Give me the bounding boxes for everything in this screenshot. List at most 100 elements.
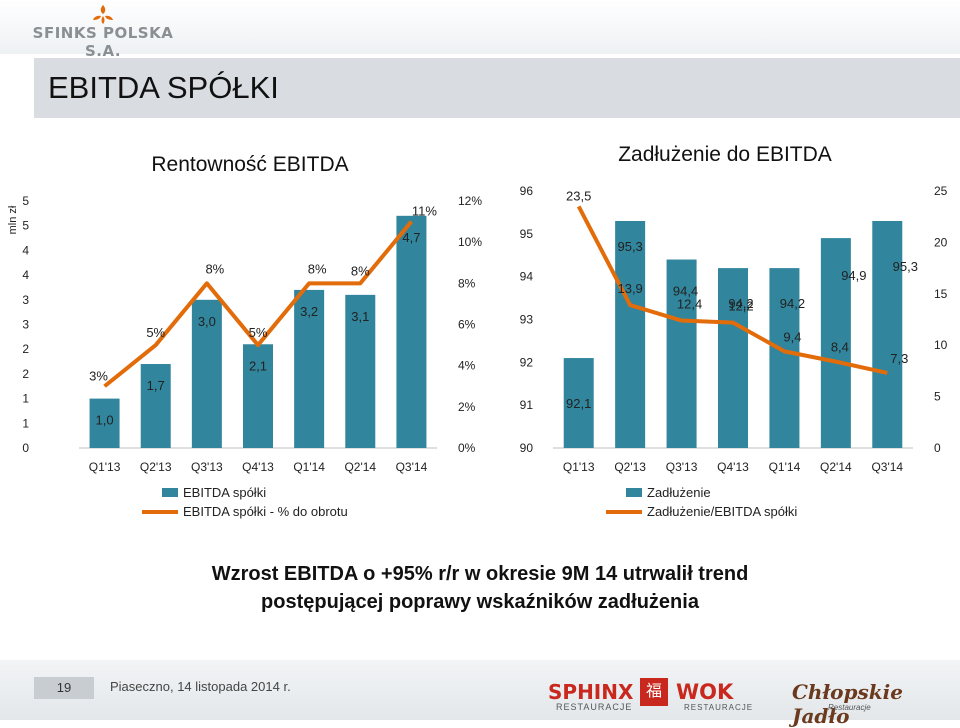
y-left-tick-label: 93: [520, 313, 534, 327]
x-tick-label: Q2'14: [344, 460, 376, 474]
legend-swatch-bar: [626, 488, 642, 497]
footer-bar: [0, 660, 960, 720]
line-value-label: 9,4: [783, 329, 801, 344]
headline-line-1: Wzrost EBITDA o +95% r/r w okresie 9M 14…: [211, 563, 749, 585]
bar-value-label: 1,7: [147, 378, 165, 393]
bar-value-label: 3,1: [351, 309, 369, 324]
bar: [345, 294, 376, 448]
bar: [718, 268, 748, 448]
y-right-tick-label: 0: [934, 441, 941, 455]
series-line: [103, 220, 413, 388]
y-right-tick-label: 2%: [458, 400, 476, 414]
page-title: EBITDA SPÓŁKI: [48, 70, 279, 105]
x-tick-label: Q3'14: [871, 460, 903, 474]
x-tick-label: Q3'13: [666, 460, 698, 474]
bar-value-label: 1,0: [96, 413, 114, 428]
header-band: [0, 0, 960, 54]
y-left-tick-label: 0: [22, 441, 29, 455]
chart-title: Rentowność EBITDA: [151, 153, 348, 176]
chart-zadluzenie-svg: Zadłużenie do EBITDA 90 91 92 93 94 95 96 0 5 10 15…: [520, 143, 948, 474]
y-right-tick-label: 6%: [458, 318, 476, 332]
x-tick-label: Q1'14: [293, 460, 325, 474]
y-left-tick-label: 96: [520, 184, 534, 198]
y-right-tick-label: 15: [934, 287, 948, 301]
y-right-tick-label: 5: [934, 390, 941, 404]
bar: [89, 398, 120, 448]
y-left-tick-label: 3: [22, 293, 29, 307]
bar: [615, 220, 646, 448]
sphinx-emblem-icon: [93, 5, 113, 24]
y-left-tick-label: 92: [520, 355, 534, 369]
bar: [666, 259, 697, 448]
chart-rentownosc-svg: Rentowność EBITDA 0 1 1 2 2 3 3 4 4 5 5 0% 2% 4% 6% 8% 10…: [7, 153, 482, 474]
y-left-tick-label: 5: [22, 219, 29, 233]
bar-value-label: 3,0: [198, 314, 216, 329]
y-right-tick-label: 20: [934, 235, 948, 249]
bar-value-label: 94,2: [780, 296, 805, 311]
bar: [563, 358, 594, 448]
legend-item-ebitda: EBITDA spółki: [162, 483, 348, 502]
y-left-tick-label: 2: [22, 367, 29, 381]
legend-swatch-bar: [162, 488, 178, 497]
bar: [243, 344, 273, 448]
y-unit-label: mln zł: [7, 205, 19, 234]
y-right-tick-label: 25: [934, 184, 948, 198]
bar-value-label: 4,7: [402, 230, 420, 245]
bar-value-label: 95,3: [617, 239, 642, 254]
chart-rentownosc-ebitda: Rentowność EBITDA 0 1 1 2 2 3 3 4 4 5 5 0% 2% 4% 6% 8% 10…: [0, 140, 500, 485]
legend-item-zadluzenie-ratio: Zadłużenie/EBITDA spółki: [606, 502, 798, 521]
bar: [140, 364, 171, 448]
y-left-tick-label: 3: [22, 318, 29, 332]
bar-value-label: 3,2: [300, 304, 318, 319]
legend-item-ebitda-pct: EBITDA spółki - % do obrotu: [142, 502, 348, 521]
bar-value-label: 94,9: [841, 268, 866, 283]
sphinx-logo-sub: RESTAURACJE: [556, 702, 633, 712]
company-logo: SFINKS POLSKA S.A.: [18, 4, 188, 60]
y-left-tick-label: 91: [520, 398, 534, 412]
line-value-label: 12,2: [728, 299, 753, 314]
y-right-tick-label: 12%: [458, 194, 482, 208]
x-tick-label: Q2'14: [820, 460, 852, 474]
y-left-tick-label: 4: [22, 268, 29, 282]
y-right-tick-label: 8%: [458, 276, 476, 290]
bar: [294, 289, 325, 448]
bar: [872, 220, 903, 448]
line-value-label: 23,5: [566, 188, 591, 203]
line-value-label: 3%: [89, 368, 108, 383]
legend-label: EBITDA spółki - % do obrotu: [183, 504, 348, 519]
footer-place-date: Piaseczno, 14 listopada 2014 r.: [110, 679, 291, 694]
legend-swatch-line: [606, 509, 642, 514]
x-tick-label: Q3'14: [396, 460, 428, 474]
legend-item-zadluzenie: Zadłużenie: [626, 483, 797, 502]
y-left-tick-label: 4: [22, 243, 29, 257]
chart-title: Zadłużenie do EBITDA: [618, 143, 832, 166]
legend-left: EBITDA spółki EBITDA spółki - % do obrot…: [142, 483, 348, 521]
line-value-label: 5%: [249, 325, 268, 340]
headline-line-2: postępującej poprawy wskaźników zadłużen…: [261, 591, 699, 613]
headline: Wzrost EBITDA o +95% r/r w okresie 9M 14…: [130, 560, 830, 616]
x-tick-label: Q1'14: [769, 460, 801, 474]
wok-logo-sub: RESTAURACJE: [684, 703, 754, 712]
series-line: [576, 205, 888, 375]
legend-label: Zadłużenie: [647, 485, 711, 500]
line-value-label: 13,9: [617, 281, 642, 296]
bar-value-label: 95,3: [893, 259, 918, 274]
bar-value-label: 94,4: [673, 284, 698, 299]
x-tick-label: Q1'13: [563, 460, 595, 474]
line-value-label: 12,4: [677, 297, 702, 312]
wok-mark-icon: 福: [640, 678, 668, 706]
bar-value-label: 92,1: [566, 396, 591, 411]
chart-zadluzenie-ebitda: Zadłużenie do EBITDA 90 91 92 93 94 95 96 0 5 10 15…: [500, 130, 960, 485]
legend-swatch-line: [142, 509, 178, 514]
legend-label: Zadłużenie/EBITDA spółki: [647, 504, 798, 519]
x-tick-label: Q4'13: [242, 460, 274, 474]
x-tick-label: Q1'13: [89, 460, 121, 474]
line-value-label: 11%: [412, 204, 437, 219]
title-box: EBITDA SPÓŁKI: [34, 58, 960, 118]
y-right-tick-label: 10%: [458, 235, 482, 249]
line-value-label: 7,3: [890, 351, 908, 366]
bar-value-label: 94,2: [728, 296, 753, 311]
bar: [820, 238, 851, 448]
y-left-tick-label: 94: [520, 270, 534, 284]
bar-value-label: 2,1: [249, 358, 267, 373]
